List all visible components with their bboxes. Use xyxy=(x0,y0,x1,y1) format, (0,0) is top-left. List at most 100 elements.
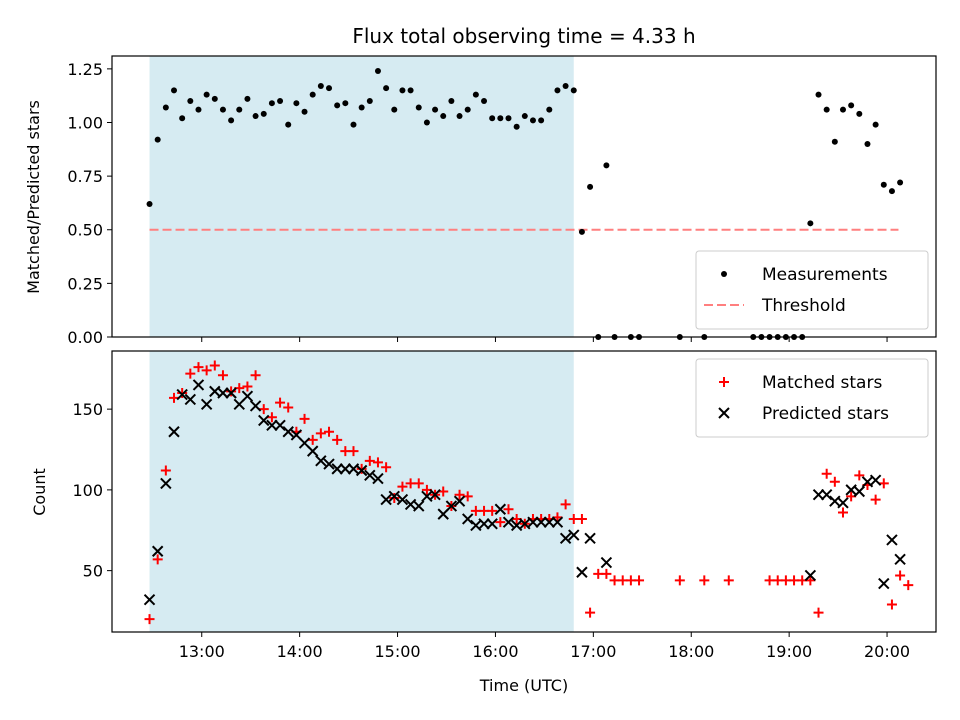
data-point xyxy=(454,489,465,500)
data-point xyxy=(200,398,213,411)
data-point xyxy=(880,181,887,188)
y-tick-label: 150 xyxy=(72,400,103,419)
data-point xyxy=(831,138,838,145)
data-point xyxy=(603,162,610,169)
data-point xyxy=(894,553,906,566)
data-point xyxy=(813,607,824,618)
data-point xyxy=(334,102,341,109)
legend-label: Threshold xyxy=(761,296,846,316)
data-point xyxy=(171,87,178,94)
data-point xyxy=(317,83,324,90)
data-point xyxy=(309,91,316,98)
data-point xyxy=(472,91,479,98)
data-point xyxy=(886,599,897,610)
data-point xyxy=(820,489,833,501)
data-point xyxy=(487,505,498,516)
data-point xyxy=(249,400,262,412)
data-point xyxy=(399,87,406,94)
top-chart-title: Flux total observing time = 4.33 h xyxy=(352,24,695,48)
data-point xyxy=(176,388,188,401)
data-point xyxy=(383,85,390,92)
data-point xyxy=(503,504,514,515)
x-tick-label: 13:00 xyxy=(179,642,225,661)
data-point xyxy=(242,381,253,392)
data-point xyxy=(453,495,466,507)
data-point xyxy=(903,580,914,591)
data-point xyxy=(895,570,906,581)
data-point xyxy=(448,98,455,105)
data-point xyxy=(486,518,498,530)
data-point xyxy=(854,470,865,481)
data-point xyxy=(277,98,284,105)
data-point xyxy=(381,462,392,473)
data-point xyxy=(374,68,381,75)
data-point xyxy=(634,575,645,586)
legend-label: Measurements xyxy=(762,265,888,285)
data-point xyxy=(869,474,882,486)
data-point xyxy=(331,463,343,475)
data-point xyxy=(502,516,515,528)
top-y-axis-label: Matched/Predicted stars xyxy=(24,100,43,294)
data-point xyxy=(601,568,612,579)
legend: Measurements Threshold xyxy=(695,250,929,330)
data-point xyxy=(332,434,343,445)
data-point xyxy=(429,489,441,501)
bottom-x-axis-label: Time (UTC) xyxy=(479,676,568,695)
data-point xyxy=(587,183,594,190)
legend-marker xyxy=(721,271,727,277)
data-point xyxy=(872,121,879,128)
data-point xyxy=(584,532,596,545)
data-point xyxy=(674,575,685,586)
data-point xyxy=(413,500,425,512)
data-point xyxy=(513,123,520,130)
data-point xyxy=(324,426,335,437)
data-point xyxy=(177,387,188,398)
data-point xyxy=(211,95,218,102)
data-point xyxy=(560,499,571,510)
data-point xyxy=(241,390,254,402)
data-point xyxy=(570,87,577,94)
y-tick-label: 0.75 xyxy=(67,167,103,186)
data-point xyxy=(168,426,180,438)
legend-label: Matched stars xyxy=(762,373,882,393)
data-point xyxy=(274,419,286,431)
data-point xyxy=(878,577,890,590)
data-point xyxy=(551,516,564,528)
data-point xyxy=(856,110,863,117)
data-point xyxy=(356,463,367,474)
series-measurements xyxy=(146,68,904,340)
data-point xyxy=(154,136,161,143)
data-point xyxy=(837,497,849,509)
data-point xyxy=(481,98,488,105)
data-point xyxy=(461,513,474,525)
data-point xyxy=(543,516,555,528)
data-point xyxy=(179,115,186,122)
data-point xyxy=(326,85,333,92)
data-point xyxy=(576,513,587,524)
observing-window-span xyxy=(149,56,574,337)
data-point xyxy=(576,566,588,578)
data-point xyxy=(415,104,422,111)
data-point xyxy=(348,446,359,457)
observing-window-span xyxy=(149,351,574,632)
data-point xyxy=(355,464,368,477)
data-point xyxy=(396,493,409,506)
data-point xyxy=(529,117,536,124)
data-point xyxy=(546,106,553,113)
data-point xyxy=(699,575,710,586)
data-point xyxy=(306,445,319,457)
data-point xyxy=(878,478,889,489)
legend-box xyxy=(695,250,929,330)
data-point xyxy=(195,106,202,113)
data-point xyxy=(260,110,267,117)
data-point xyxy=(266,419,278,431)
data-point xyxy=(723,575,734,586)
data-point xyxy=(562,83,569,90)
data-point xyxy=(527,516,539,528)
data-point xyxy=(380,493,392,506)
data-point xyxy=(250,370,261,381)
data-point xyxy=(389,492,400,503)
data-point xyxy=(600,556,613,569)
data-point xyxy=(413,478,424,489)
data-point xyxy=(226,386,237,397)
